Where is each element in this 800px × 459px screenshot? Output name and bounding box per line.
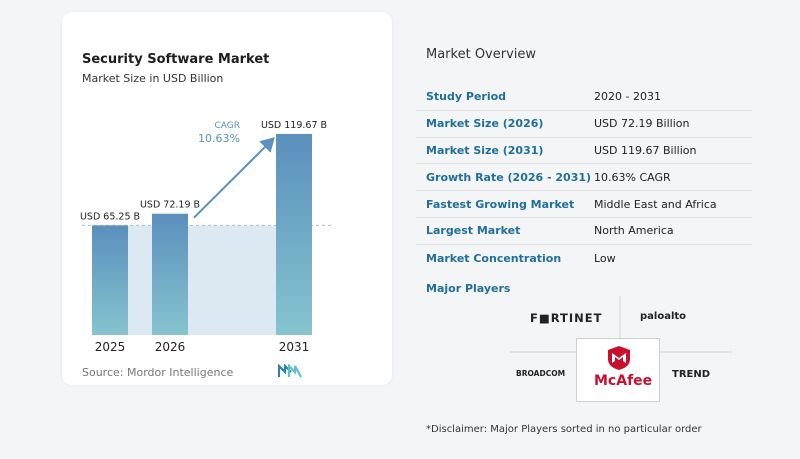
data-label-2026: USD 72.19 B [140,200,200,211]
overview-key: Study Period [426,90,507,104]
mordor-intelligence-logo-icon [278,364,302,378]
paloalto-logo: paloalto [640,311,687,322]
overview-value: USD 119.67 Billion [594,143,697,157]
chart-title: Security Software Market [82,52,270,67]
players-grid-lines [510,296,732,353]
bar-2026 [152,213,188,335]
reference-band [92,225,312,335]
overview-value: 2020 - 2031 [594,90,661,104]
overview-value: Low [594,251,616,265]
overview-key: Market Concentration [426,251,562,265]
cagr-value: 10.63% [198,132,240,145]
mcafee-logo: McAfee [594,373,653,389]
major-players-title: Major Players [426,282,511,295]
disclaimer: *Disclaimer: Major Players sorted in no … [426,424,702,435]
source-text: Source: Mordor Intelligence [82,366,234,379]
overview-value: North America [594,224,674,238]
cagr-label: CAGR [214,121,240,131]
overview-row: Growth Rate (2026 - 2031) 10.63% CAGR [416,164,752,192]
overview-row: Market Size (2026) USD 72.19 Billion [416,111,752,138]
data-label-2025: USD 65.25 B [80,211,140,222]
overview-row: Market Concentration Low [416,245,752,272]
overview-value: USD 72.19 Billion [594,117,690,131]
bar-2031 [276,133,312,335]
chart-subtitle: Market Size in USD Billion [82,72,224,85]
bar-2025 [92,225,128,335]
overview-key: Growth Rate (2026 - 2031) [426,170,592,184]
overview-row: Study Period 2020 - 2031 [416,84,752,111]
cagr-arrow [193,137,275,219]
x-tick-2026: 2026 [155,340,186,354]
overview-row: Fastest Growing Market Middle East and Af… [416,191,752,218]
x-tick-2031: 2031 [279,340,310,354]
overview-key: Market Size (2026) [426,117,544,131]
fortinet-logo: F■RTINET [530,311,603,325]
overview-title: Market Overview [426,47,537,62]
overview-row: Market Size (2031) USD 119.67 Billion [416,138,752,165]
broadcom-logo: BROADCOM [516,369,566,378]
overview-key: Largest Market [426,224,521,238]
overview-table: Study Period 2020 - 2031 Market Size (202… [416,84,752,272]
overview-row: Largest Market North America [416,218,752,245]
overview-key: Market Size (2031) [426,143,544,157]
overview-value: Middle East and Africa [594,197,717,211]
trend-micro-logo: TREND [672,369,711,380]
data-label-2031: USD 119.67 B [261,120,327,131]
mcafee-shield-icon [608,346,630,370]
overview-value: 10.63% CAGR [594,170,671,184]
x-tick-2025: 2025 [95,340,126,354]
overview-key: Fastest Growing Market [426,197,575,211]
